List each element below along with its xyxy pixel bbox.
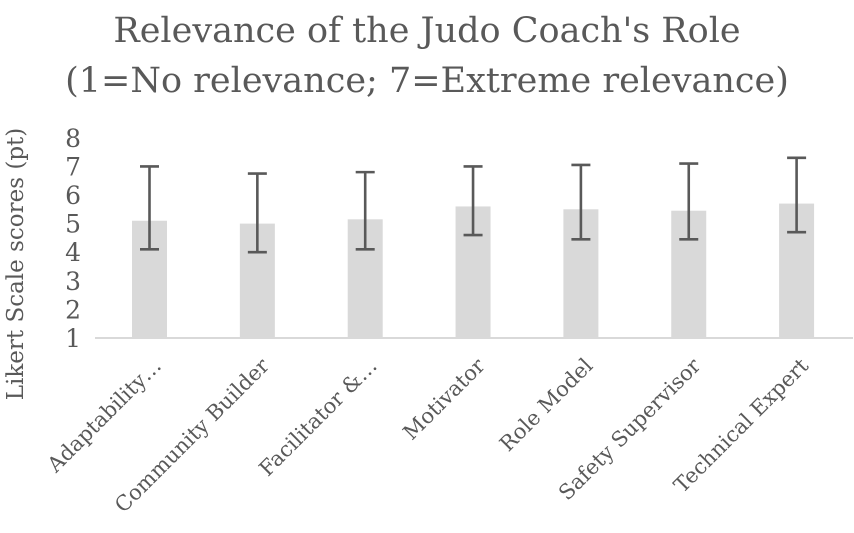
x-category-label: Adaptability… [42, 354, 166, 478]
y-tick-label: 2 [65, 295, 81, 324]
y-tick-label: 4 [65, 238, 81, 267]
chart-title: Relevance of the Judo Coach's Role [113, 11, 741, 51]
error-bar [140, 165, 159, 251]
x-category-label: Role Model [495, 353, 598, 456]
chart-subtitle: (1=No relevance; 7=Extreme relevance) [65, 61, 789, 101]
x-category-label: Motivator [399, 353, 491, 445]
error-bar [463, 165, 483, 237]
x-category-label: Facilitator &… [254, 354, 381, 481]
error-bar [571, 163, 591, 241]
y-tick-label: 3 [65, 267, 81, 296]
y-tick-label: 1 [65, 324, 81, 353]
y-tick-label: 5 [65, 210, 81, 239]
error-bar [247, 172, 267, 254]
y-tick-label: 8 [65, 124, 81, 153]
error-bar [679, 162, 699, 241]
y-tick-label: 6 [65, 181, 81, 210]
y-tick-label: 7 [65, 152, 81, 181]
error-bar [355, 170, 375, 251]
error-bar [787, 156, 807, 234]
